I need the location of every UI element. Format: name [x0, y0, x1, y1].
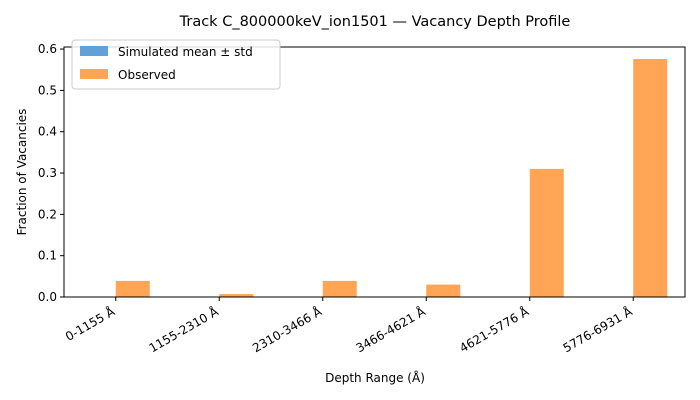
bar-observed-1: [219, 294, 254, 297]
x-tick-label-5: 5776-6931 Å: [560, 303, 635, 355]
x-axis: 0-1155 Å 1155-2310 Å 2310-3466 Å 3466-4621 …: [63, 297, 635, 355]
x-tick-label-0: 0-1155 Å: [63, 303, 118, 344]
legend-swatch-observed: [80, 69, 108, 79]
chart-title: Track C_800000keV_ion1501 — Vacancy Dept…: [179, 14, 571, 30]
y-tick-label-4: 0.4: [38, 125, 57, 139]
x-tick-label-4: 4621-5776 Å: [457, 303, 532, 355]
bar-observed-5: [633, 58, 668, 297]
y-axis-label: Fraction of Vacancies: [15, 109, 29, 236]
bar-observed-3: [426, 284, 461, 297]
y-tick-label-5: 0.5: [38, 83, 57, 97]
y-axis: 0.0 0.1 0.2 0.3 0.4 0.5 0.6: [38, 42, 64, 304]
legend-label-observed: Observed: [118, 68, 176, 82]
x-tick-label-1: 1155-2310 Å: [146, 303, 221, 355]
x-axis-label: Depth Range (Å): [325, 370, 425, 385]
bar-observed-2: [322, 280, 357, 297]
legend: Simulated mean ± std Observed: [71, 39, 281, 90]
legend-swatch-simulated: [80, 46, 108, 56]
x-tick-label-3: 3466-4621 Å: [353, 303, 428, 355]
y-tick-label-1: 0.1: [38, 249, 57, 263]
legend-label-simulated: Simulated mean ± std: [118, 45, 253, 59]
x-tick-label-2: 2310-3466 Å: [250, 303, 325, 355]
bar-observed-4: [529, 168, 564, 297]
plot-frame: [63, 46, 686, 298]
bar-observed-0: [115, 280, 150, 297]
y-tick-label-0: 0.0: [38, 290, 57, 304]
bars-layer: [95, 58, 668, 298]
y-tick-label-6: 0.6: [38, 42, 57, 56]
legend-box: [71, 39, 281, 90]
y-tick-label-3: 0.3: [38, 166, 57, 180]
y-tick-label-2: 0.2: [38, 207, 57, 221]
